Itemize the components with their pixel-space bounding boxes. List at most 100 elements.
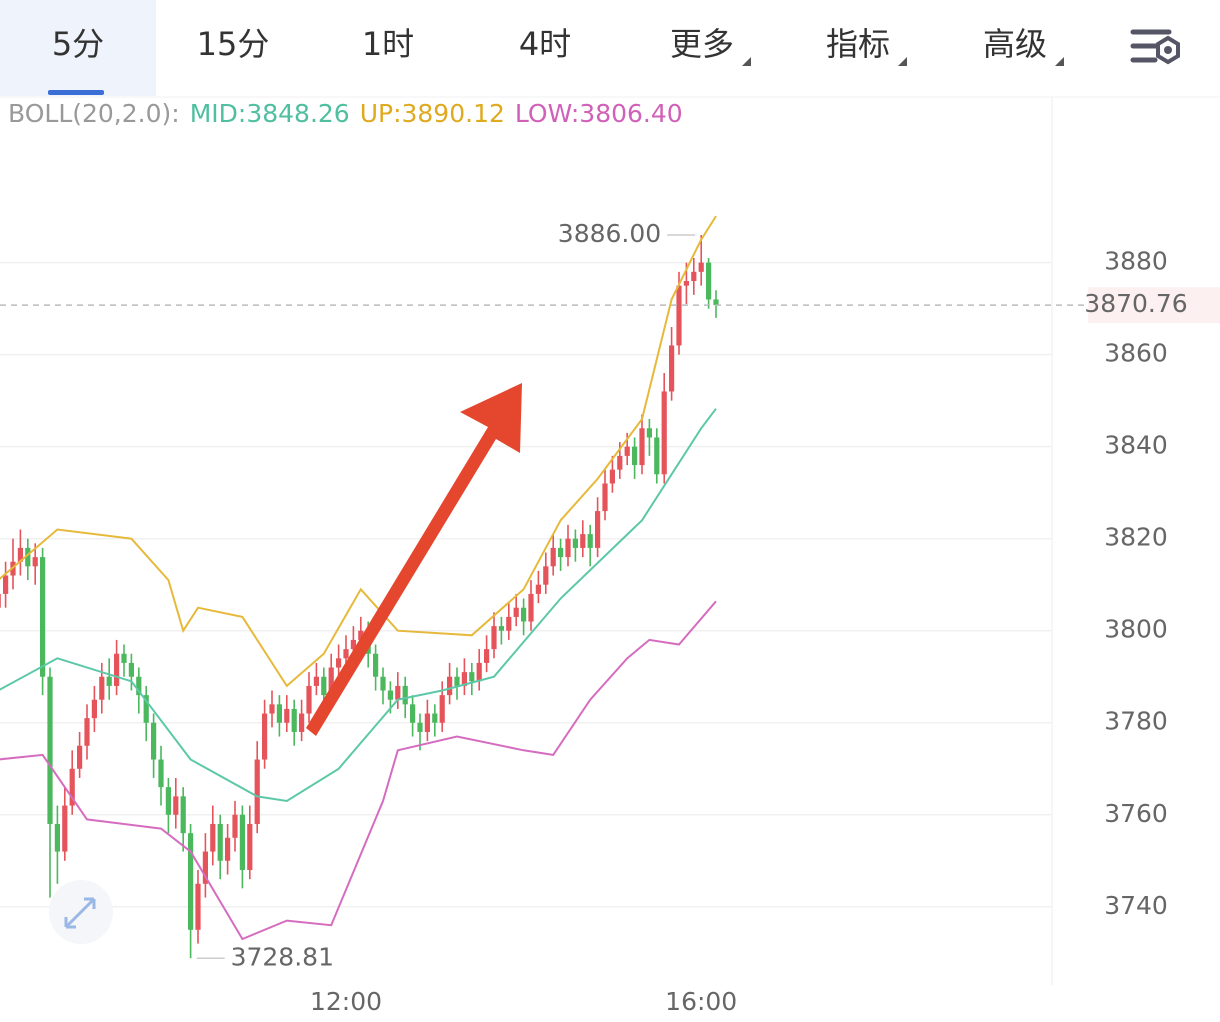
- last-price-box: [1088, 287, 1220, 324]
- candle-body: [572, 538, 578, 548]
- y-tick-label: 3840: [1104, 431, 1168, 460]
- candle-body: [291, 708, 297, 732]
- candle-body: [0, 593, 1, 608]
- tab[interactable]: 5分: [52, 25, 104, 63]
- candle-body: [328, 667, 334, 696]
- tab[interactable]: 15分: [197, 25, 270, 63]
- y-tick-label: 3820: [1104, 523, 1168, 552]
- candle-body: [151, 722, 157, 760]
- candle-body: [173, 796, 179, 815]
- candle-body: [698, 262, 704, 272]
- candle-body: [691, 271, 697, 282]
- candle-body: [114, 653, 120, 686]
- candle-body: [77, 745, 83, 769]
- candle-body: [706, 262, 712, 300]
- candle-body: [565, 538, 571, 558]
- candle-body: [232, 814, 238, 838]
- candle-body: [432, 713, 438, 723]
- candle-body: [17, 547, 23, 562]
- high-label: 3886.00: [558, 219, 661, 248]
- candle-body: [269, 704, 275, 714]
- grid: 3740 3760 3780 3800 3820 3840 3860 3880 12:00 16:…: [0, 247, 1168, 1016]
- candle-body: [439, 695, 445, 723]
- plot: 3886.00 3728.81 3870.76: [0, 215, 1220, 971]
- candle-body: [54, 823, 60, 852]
- candle-body: [210, 823, 216, 852]
- candle-body: [254, 759, 260, 824]
- candle-body: [676, 285, 682, 346]
- candle-body: [25, 547, 31, 567]
- candle-body: [380, 676, 386, 691]
- candle-body: [321, 676, 327, 696]
- candle-body: [106, 676, 112, 686]
- candle-body: [143, 695, 149, 723]
- candle-body: [47, 676, 53, 824]
- candle-body: [69, 768, 75, 806]
- y-tick-label: 3760: [1104, 799, 1168, 828]
- expand-icon: [64, 897, 96, 929]
- tab-underline: [48, 90, 104, 95]
- candle-body: [402, 685, 408, 705]
- tab[interactable]: 指标: [826, 25, 890, 63]
- indicator-legend: BOLL(20,2.0): MID:3848.26 UP:3890.12 LOW…: [8, 99, 683, 128]
- candle-body: [40, 557, 46, 677]
- candle-body: [128, 662, 134, 677]
- boll-line: [0, 600, 717, 941]
- candle-body: [624, 446, 630, 456]
- indicator-low: LOW:3806.40: [515, 99, 683, 128]
- y-tick-label: 3780: [1104, 707, 1168, 736]
- candle-body: [602, 483, 608, 512]
- candle-body: [299, 713, 305, 732]
- candle-body: [225, 837, 231, 861]
- candle-body: [639, 428, 645, 466]
- candle-body: [617, 455, 623, 470]
- candle-body: [202, 851, 208, 884]
- candle-body: [587, 534, 593, 548]
- candle-body: [469, 672, 475, 682]
- candle-body: [195, 883, 201, 930]
- tab-bar: 5分 15分 1时 4时 更多 指标 高级: [52, 25, 1064, 66]
- tab[interactable]: 1时: [362, 25, 414, 63]
- indicator-up: UP:3890.12: [360, 99, 505, 128]
- candle-body: [247, 823, 253, 870]
- candle-body: [276, 704, 282, 723]
- candle-body: [121, 653, 127, 663]
- candle-body: [646, 428, 652, 438]
- candle-body: [91, 699, 97, 719]
- candle-body: [498, 626, 504, 631]
- candle-body: [506, 616, 512, 631]
- candle-body: [609, 469, 615, 484]
- candle-body: [454, 676, 460, 686]
- low-label: 3728.81: [231, 942, 334, 971]
- candle-body: [417, 722, 423, 732]
- candle-body: [84, 718, 90, 746]
- boll-line: [0, 215, 717, 688]
- candle-body: [558, 547, 564, 558]
- tab[interactable]: 更多: [670, 25, 734, 63]
- candle-body: [350, 639, 356, 650]
- tab[interactable]: 4时: [519, 25, 571, 63]
- y-tick-label: 3880: [1104, 247, 1168, 276]
- candle-body: [62, 805, 68, 852]
- candle-body: [313, 676, 319, 686]
- candle-body: [306, 685, 312, 714]
- candle-body: [521, 607, 527, 622]
- tab[interactable]: 高级: [983, 25, 1047, 63]
- last-price-label: 3870.76: [1084, 289, 1187, 318]
- y-tick-label: 3860: [1104, 339, 1168, 368]
- candle-body: [669, 345, 675, 392]
- candle-body: [543, 566, 549, 585]
- candle-body: [654, 437, 660, 475]
- candle-body: [683, 281, 689, 286]
- candle-body: [550, 547, 556, 567]
- boll-line: [0, 408, 717, 803]
- candle-body: [336, 658, 342, 668]
- candle-body: [136, 676, 142, 696]
- dropdown-caret: [742, 57, 751, 66]
- candle-body: [373, 653, 379, 677]
- candle-body: [165, 787, 171, 815]
- candle-body: [3, 575, 9, 594]
- x-tick-label: 16:00: [665, 987, 737, 1016]
- settings-icon[interactable]: [1130, 29, 1172, 63]
- indicator-name: BOLL(20,2.0):: [8, 99, 180, 128]
